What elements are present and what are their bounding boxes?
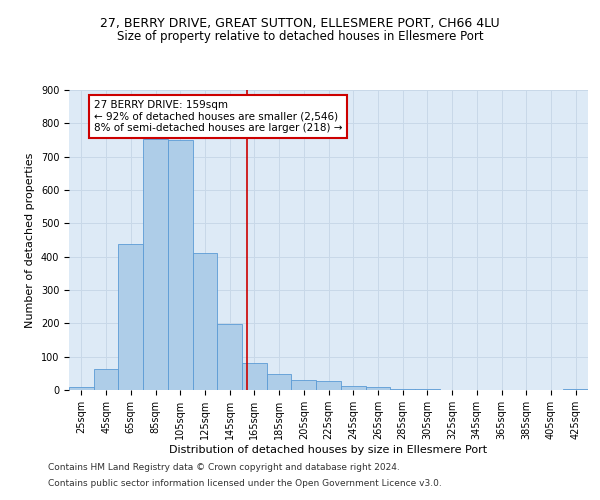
Bar <box>242 364 267 390</box>
Bar <box>217 324 242 390</box>
Text: 27 BERRY DRIVE: 159sqm
← 92% of detached houses are smaller (2,546)
8% of semi-d: 27 BERRY DRIVE: 159sqm ← 92% of detached… <box>94 100 342 133</box>
Bar <box>267 374 292 390</box>
Text: Size of property relative to detached houses in Ellesmere Port: Size of property relative to detached ho… <box>116 30 484 43</box>
Text: Contains public sector information licensed under the Open Government Licence v3: Contains public sector information licen… <box>48 478 442 488</box>
Text: 27, BERRY DRIVE, GREAT SUTTON, ELLESMERE PORT, CH66 4LU: 27, BERRY DRIVE, GREAT SUTTON, ELLESMERE… <box>100 18 500 30</box>
Bar <box>341 386 365 390</box>
Bar <box>365 388 390 390</box>
Bar <box>94 370 118 390</box>
Bar <box>390 388 415 390</box>
X-axis label: Distribution of detached houses by size in Ellesmere Port: Distribution of detached houses by size … <box>169 445 488 455</box>
Bar <box>193 254 217 390</box>
Bar <box>292 380 316 390</box>
Bar <box>168 140 193 390</box>
Bar <box>143 140 168 390</box>
Y-axis label: Number of detached properties: Number of detached properties <box>25 152 35 328</box>
Bar <box>316 380 341 390</box>
Bar <box>563 389 588 390</box>
Bar <box>118 244 143 390</box>
Text: Contains HM Land Registry data © Crown copyright and database right 2024.: Contains HM Land Registry data © Crown c… <box>48 464 400 472</box>
Bar <box>69 386 94 390</box>
